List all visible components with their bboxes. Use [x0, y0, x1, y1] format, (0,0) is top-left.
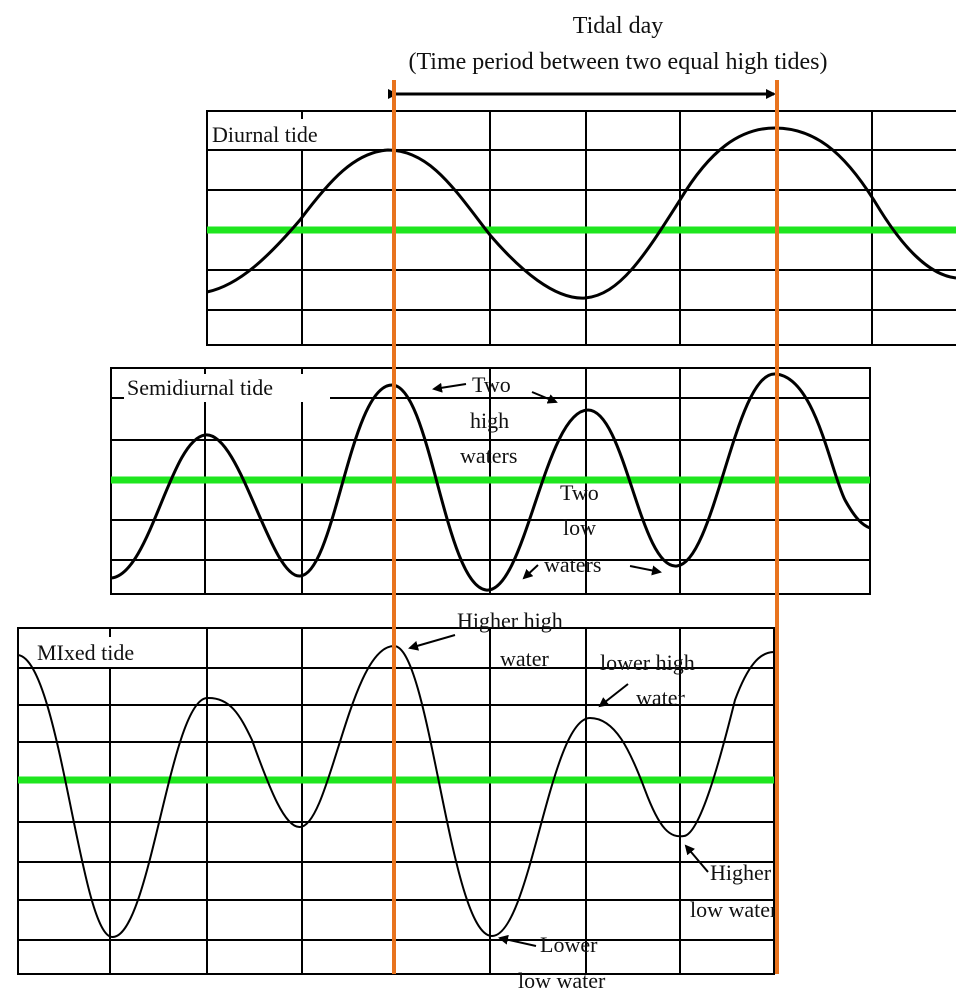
lower-low-water-line-2: low water: [518, 968, 606, 993]
two-low-waters-line-1: Two: [560, 480, 599, 505]
two-high-waters-line-1: Two: [472, 372, 511, 397]
diurnal-panel: Diurnal tide: [206, 110, 956, 346]
title-line-2: (Time period between two equal high tide…: [408, 49, 827, 75]
mixed-tide-curve: [17, 644, 775, 939]
semidiurnal-tide-curve: [110, 372, 871, 592]
two-high-waters-line-3: waters: [460, 443, 517, 468]
two-high-waters-line-2: high: [470, 408, 509, 433]
semidiurnal-panel: Semidiurnal tide Two high waters Two low…: [110, 367, 871, 595]
mixed-panel: MIxed tide Higher high water lower high …: [17, 608, 778, 993]
higher-high-arrow: [408, 634, 456, 651]
title-line-1: Tidal day: [573, 13, 663, 39]
higher-high-water-line-1: Higher high: [457, 608, 563, 633]
two-high-arrow-left: [432, 382, 467, 393]
higher-low-arrow: [684, 844, 709, 873]
diurnal-tide-curve: [206, 126, 956, 300]
lower-high-water-line-2: water: [636, 685, 686, 710]
lower-low-arrow: [498, 934, 537, 947]
two-low-waters-line-3: waters: [544, 552, 601, 577]
lower-low-water-line-1: Lower: [540, 932, 598, 957]
higher-low-water-line-2: low water: [690, 897, 778, 922]
two-low-arrow-right: [629, 565, 662, 576]
mixed-label: MIxed tide: [37, 640, 134, 665]
two-high-arrow-right: [531, 391, 558, 404]
lower-high-arrow: [598, 683, 629, 708]
higher-low-water-line-1: Higher: [710, 860, 772, 885]
two-low-arrow-left: [522, 564, 539, 580]
lower-high-water-line-1: lower high: [600, 650, 695, 675]
diurnal-label: Diurnal tide: [212, 122, 318, 147]
semidiurnal-label: Semidiurnal tide: [127, 375, 273, 400]
two-low-waters-line-2: low: [563, 515, 596, 540]
higher-high-water-line-2: water: [500, 646, 550, 671]
